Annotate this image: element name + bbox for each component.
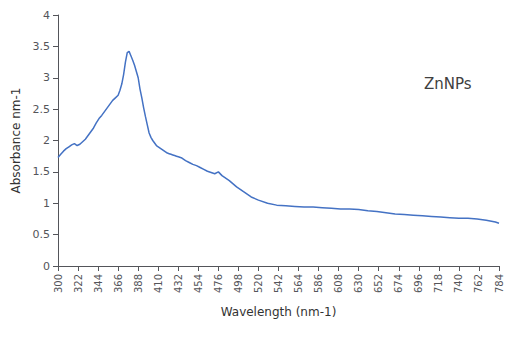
svg-text:740: 740 <box>453 274 464 293</box>
svg-text:410: 410 <box>153 274 164 293</box>
svg-text:542: 542 <box>273 274 284 293</box>
svg-text:630: 630 <box>353 274 364 293</box>
svg-text:586: 586 <box>313 274 324 293</box>
svg-text:388: 388 <box>133 274 144 293</box>
svg-text:718: 718 <box>433 274 444 293</box>
svg-text:0.5: 0.5 <box>33 228 51 241</box>
svg-text:2.5: 2.5 <box>33 103 51 116</box>
svg-text:1.5: 1.5 <box>33 165 51 178</box>
svg-text:696: 696 <box>413 274 424 293</box>
svg-text:674: 674 <box>393 274 404 293</box>
svg-text:Absorbance nm-1: Absorbance nm-1 <box>9 88 23 194</box>
svg-text:476: 476 <box>213 274 224 293</box>
svg-text:344: 344 <box>93 274 104 293</box>
svg-text:454: 454 <box>193 274 204 293</box>
svg-text:0: 0 <box>43 260 50 273</box>
svg-text:4: 4 <box>43 9 50 22</box>
svg-text:366: 366 <box>113 274 124 293</box>
svg-text:564: 564 <box>293 274 304 293</box>
svg-text:608: 608 <box>333 274 344 293</box>
svg-text:ZnNPs: ZnNPs <box>424 75 472 93</box>
svg-text:762: 762 <box>473 274 484 293</box>
svg-text:322: 322 <box>73 274 84 293</box>
svg-text:498: 498 <box>233 274 244 293</box>
svg-text:432: 432 <box>173 274 184 293</box>
svg-text:2: 2 <box>43 134 50 147</box>
svg-text:652: 652 <box>373 274 384 293</box>
svg-text:300: 300 <box>53 274 64 293</box>
svg-text:3: 3 <box>43 71 50 84</box>
svg-text:520: 520 <box>253 274 264 293</box>
svg-text:3.5: 3.5 <box>33 40 51 53</box>
svg-text:1: 1 <box>43 197 50 210</box>
svg-text:Wavelength (nm-1): Wavelength (nm-1) <box>221 305 337 319</box>
svg-text:784: 784 <box>494 274 505 293</box>
